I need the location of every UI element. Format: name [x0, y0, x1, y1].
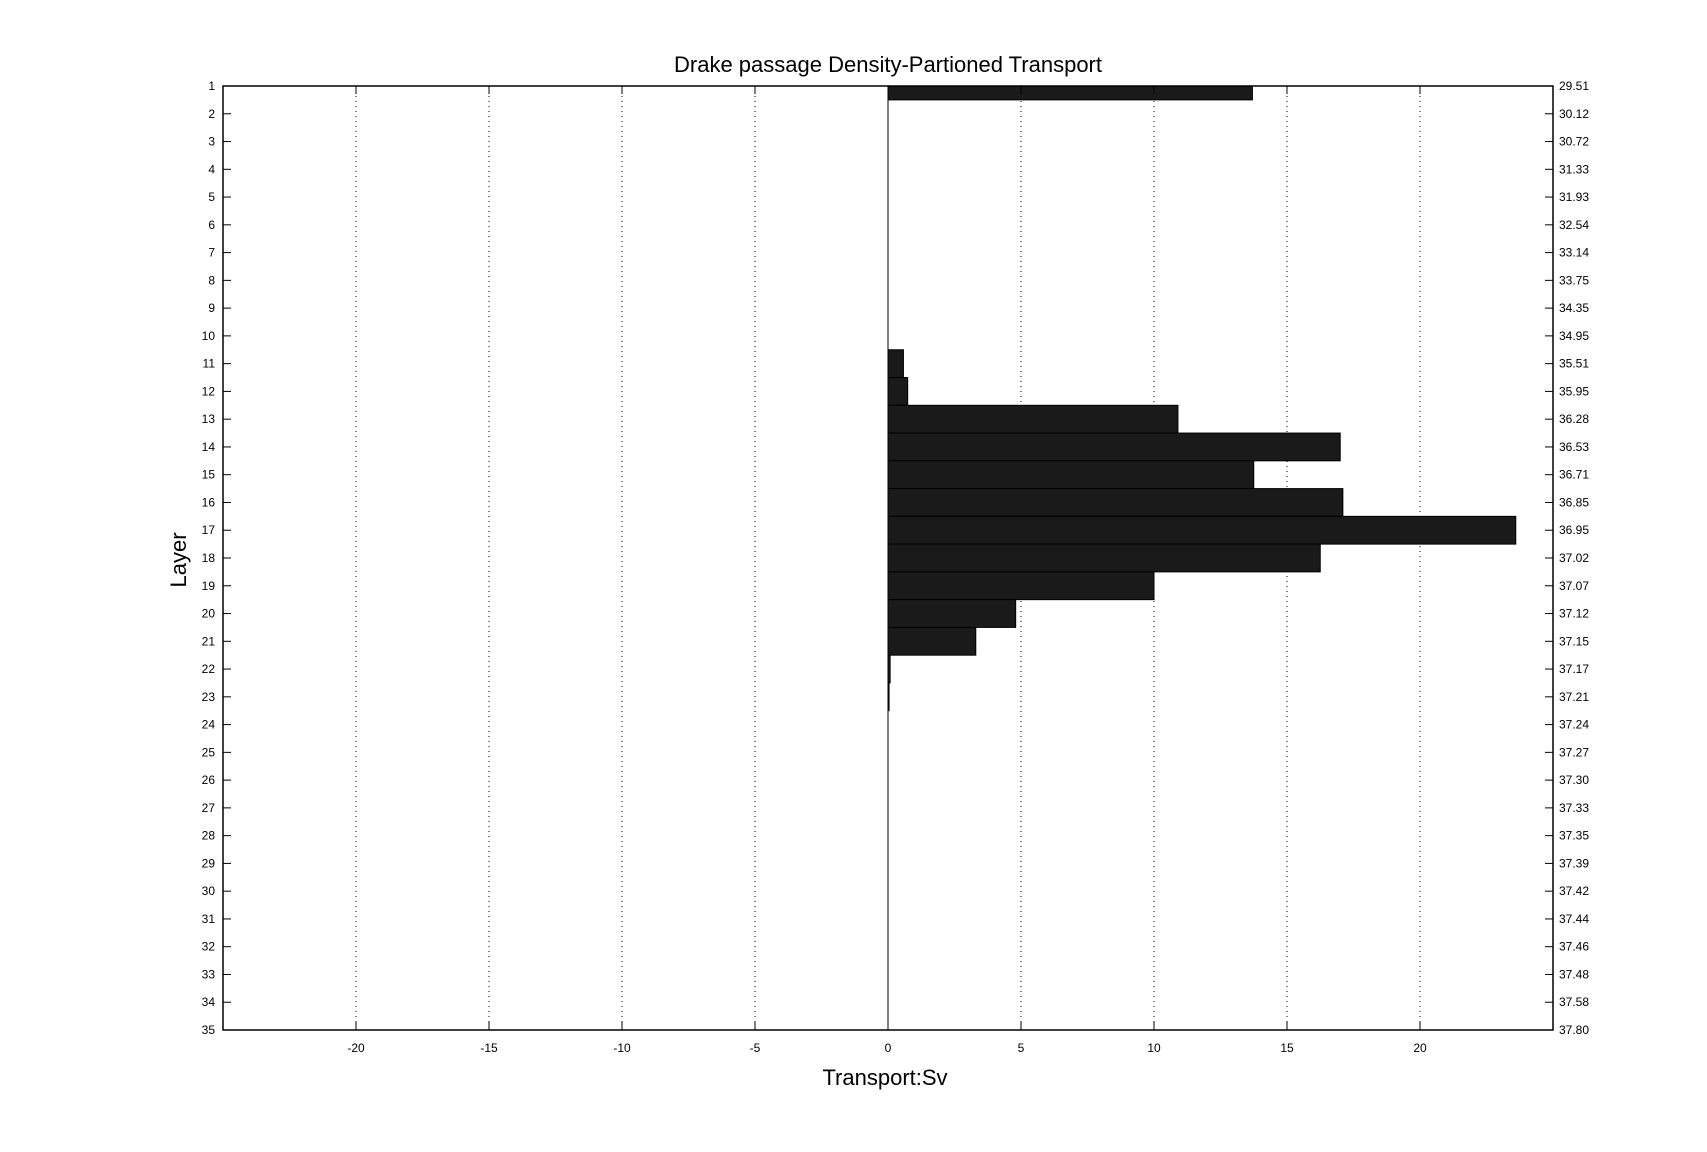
- right-tick-label: 37.24: [1559, 718, 1589, 732]
- bars: [887, 85, 1517, 712]
- y-tick-label: 9: [208, 301, 215, 315]
- y-tick-label: 20: [202, 607, 216, 621]
- right-tick-label: 37.39: [1559, 856, 1589, 870]
- right-tick-label: 35.95: [1559, 384, 1589, 398]
- bar: [887, 349, 904, 379]
- right-tick-label: 37.80: [1559, 1023, 1589, 1037]
- y-tick-label: 22: [202, 662, 216, 676]
- right-tick-label: 37.58: [1559, 995, 1589, 1009]
- bar: [887, 377, 909, 406]
- right-tick-label: 36.85: [1559, 495, 1589, 509]
- x-tick-label: -5: [750, 1041, 761, 1055]
- right-tick-label: 37.21: [1559, 690, 1589, 704]
- x-tick-label: 20: [1413, 1041, 1427, 1055]
- x-tick-label: -15: [480, 1041, 498, 1055]
- y-tick-label: 23: [202, 690, 216, 704]
- y-tick-label: 4: [208, 162, 215, 176]
- y-tick-label: 31: [202, 912, 216, 926]
- x-tick-label: -20: [347, 1041, 365, 1055]
- bar: [887, 85, 1253, 101]
- y-tick-label: 10: [202, 329, 216, 343]
- x-tick-label: 0: [885, 1041, 892, 1055]
- right-tick-label: 37.02: [1559, 551, 1589, 565]
- right-tick-label: 33.75: [1559, 273, 1589, 287]
- y-tick-label: 18: [202, 551, 216, 565]
- right-tick-label: 32.54: [1559, 218, 1589, 232]
- right-tick-label: 36.71: [1559, 468, 1589, 482]
- y-tick-label: 1: [208, 79, 215, 93]
- right-tick-label: 36.53: [1559, 440, 1589, 454]
- y-tick-label: 34: [202, 995, 216, 1009]
- y-tick-label: 2: [208, 107, 215, 121]
- right-tick-label: 37.44: [1559, 912, 1589, 926]
- y-tick-label: 12: [202, 384, 216, 398]
- axes: -20 -15 -10 -5 0 5 10 15 20 1 29.51 2 30.12 3 30.72 4 31…: [202, 79, 1590, 1055]
- y-tick-label: 29: [202, 856, 216, 870]
- right-tick-label: 30.12: [1559, 107, 1589, 121]
- x-tick-label: 5: [1018, 1041, 1025, 1055]
- right-tick-label: 34.95: [1559, 329, 1589, 343]
- x-tick-label: -10: [613, 1041, 631, 1055]
- right-tick-label: 37.27: [1559, 745, 1589, 759]
- y-axis-label: Layer: [166, 532, 191, 587]
- x-tick-label: 15: [1280, 1041, 1294, 1055]
- right-tick-label: 35.51: [1559, 357, 1589, 371]
- y-tick-label: 21: [202, 634, 216, 648]
- right-tick-label: 31.33: [1559, 162, 1589, 176]
- y-tick-label: 33: [202, 967, 216, 981]
- bar: [887, 599, 1017, 628]
- right-tick-label: 37.33: [1559, 801, 1589, 815]
- right-tick-label: 36.95: [1559, 523, 1589, 537]
- chart-title: Drake passage Density-Partioned Transpor…: [674, 52, 1102, 77]
- y-tick-label: 15: [202, 468, 216, 482]
- y-tick-label: 17: [202, 523, 216, 537]
- bar: [887, 515, 1517, 545]
- right-tick-label: 37.15: [1559, 634, 1589, 648]
- right-tick-label: 30.72: [1559, 135, 1589, 149]
- y-tick-label: 27: [202, 801, 216, 815]
- y-tick-label: 32: [202, 940, 216, 954]
- right-tick-label: 33.14: [1559, 246, 1589, 260]
- right-tick-label: 36.28: [1559, 412, 1589, 426]
- right-tick-label: 37.42: [1559, 884, 1589, 898]
- bar: [887, 571, 1155, 601]
- bar: [887, 626, 977, 656]
- y-tick-label: 5: [208, 190, 215, 204]
- y-tick-label: 25: [202, 745, 216, 759]
- y-tick-label: 30: [202, 884, 216, 898]
- right-tick-label: 29.51: [1559, 79, 1589, 93]
- plot-frame: [222, 85, 1554, 1031]
- right-tick-label: 34.35: [1559, 301, 1589, 315]
- right-tick-label: 37.46: [1559, 940, 1589, 954]
- y-tick-label: 16: [202, 495, 216, 509]
- right-tick-label: 37.35: [1559, 829, 1589, 843]
- y-tick-label: 28: [202, 829, 216, 843]
- bar: [887, 432, 1341, 462]
- right-tick-label: 37.48: [1559, 967, 1589, 981]
- right-tick-label: 37.17: [1559, 662, 1589, 676]
- y-tick-label: 24: [202, 718, 216, 732]
- bar: [887, 460, 1255, 490]
- right-tick-label: 37.30: [1559, 773, 1589, 787]
- y-tick-label: 19: [202, 579, 216, 593]
- y-tick-label: 3: [208, 135, 215, 149]
- y-tick-label: 35: [202, 1023, 216, 1037]
- y-tick-label: 7: [208, 246, 215, 260]
- bar: [887, 543, 1321, 573]
- right-tick-label: 37.07: [1559, 579, 1589, 593]
- y-tick-label: 26: [202, 773, 216, 787]
- y-tick-label: 13: [202, 412, 216, 426]
- bar: [887, 488, 1344, 517]
- bar: [887, 404, 1179, 434]
- x-tick-label: 10: [1147, 1041, 1161, 1055]
- y-tick-label: 6: [208, 218, 215, 232]
- x-axis-label: Transport:Sv: [822, 1065, 947, 1090]
- y-tick-label: 14: [202, 440, 216, 454]
- right-tick-label: 31.93: [1559, 190, 1589, 204]
- y-tick-label: 11: [203, 357, 216, 371]
- y-tick-label: 8: [208, 273, 215, 287]
- right-tick-label: 37.12: [1559, 607, 1589, 621]
